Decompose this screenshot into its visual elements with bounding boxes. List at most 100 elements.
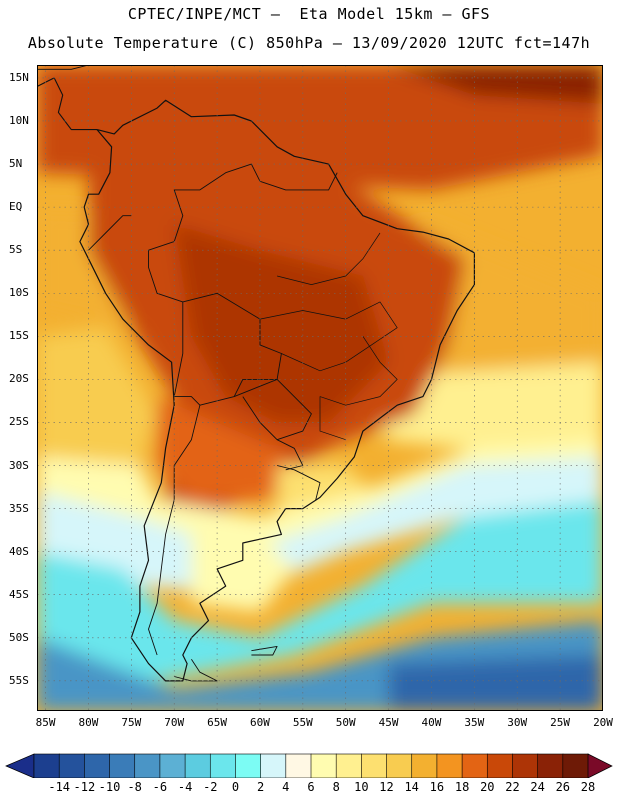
colorbar-over-arrow [587, 753, 613, 778]
uruguay-border [276, 465, 321, 501]
colorbar-label: 28 [580, 780, 596, 794]
lon-label: 85W [35, 716, 56, 729]
colorbar-under-arrow [5, 753, 35, 778]
brazil-north-border [148, 163, 338, 251]
colorbar-swatch [260, 753, 287, 778]
colorbar-label: -8 [127, 780, 142, 794]
falkland-islands [251, 645, 278, 656]
colorbar-label: 2 [256, 780, 265, 794]
brazil-state-borders-north [277, 232, 381, 285]
colorbar-label: 24 [530, 780, 545, 794]
colorbar-swatch [562, 753, 589, 778]
lat-label: 5N [9, 157, 23, 171]
lat-label: 55S [9, 673, 29, 687]
title-line-2: Absolute Temperature (C) 850hPa – 13/09/… [27, 34, 591, 52]
temperature-map [37, 65, 603, 711]
lon-label: 70W [164, 716, 185, 729]
south-america-coastline [79, 99, 475, 682]
lon-label: 40W [421, 716, 442, 729]
colorbar-swatch [411, 753, 438, 778]
lat-label: 5S [9, 243, 23, 257]
colorbar-label: 0 [231, 780, 240, 794]
lat-label: 20S [9, 372, 29, 386]
colorbar-label: 8 [332, 780, 340, 794]
lon-label: 75W [121, 716, 142, 729]
colorbar-label: -12 [73, 780, 96, 794]
zone-core-hottest [242, 293, 363, 397]
lat-label: 10N [9, 113, 29, 127]
zone-darkest [388, 655, 603, 711]
colorbar-swatch [461, 753, 488, 778]
lat-label: 40S [9, 544, 29, 558]
lon-label: 50W [335, 716, 356, 729]
central-america-coast [37, 77, 97, 131]
colorbar-label: -4 [177, 780, 193, 794]
colorbar-label: -2 [203, 780, 218, 794]
colorbar-label: 12 [379, 780, 394, 794]
colorbar-label: 10 [354, 780, 369, 794]
colorbar-label: 18 [454, 780, 470, 794]
colorbar-label: 20 [480, 780, 495, 794]
lon-label: 60W [250, 716, 270, 729]
zone-pacific-mid [37, 327, 158, 466]
zone-southern-blue [37, 500, 603, 681]
lat-label: 15S [9, 329, 29, 343]
lat-label: 25S [9, 415, 29, 429]
lon-label: 20W [593, 716, 613, 729]
lat-label: 50S [9, 630, 29, 644]
title-line-1: CPTEC/INPE/MCT – Eta Model 15km – GFS [127, 5, 491, 23]
colorbar-swatch [184, 753, 211, 778]
brazil-state-borders [259, 301, 398, 372]
colorbar-swatch [33, 753, 60, 778]
colorbar-swatch [58, 753, 85, 778]
colorbar-label: -10 [98, 780, 121, 794]
lat-label: 15N [9, 70, 29, 84]
lat-label: 30S [9, 458, 29, 472]
lat-label: EQ [9, 200, 23, 214]
colorbar-label: 6 [307, 780, 315, 794]
tierra-del-fuego [174, 659, 218, 682]
zone-caribbean-hot [388, 65, 603, 104]
colorbar-swatch [159, 753, 186, 778]
lon-label: 55W [292, 716, 313, 729]
peru-brazil-border [148, 250, 183, 303]
colorbar-label: 22 [505, 780, 520, 794]
brazil-state-borders-south [319, 336, 398, 441]
colorbar-label: 26 [555, 780, 571, 794]
colorbar-swatch [436, 753, 463, 778]
colorbar-swatch [285, 753, 312, 778]
lat-label: 45S [9, 587, 29, 601]
lon-label: 35W [464, 716, 485, 729]
colorbar-swatch [361, 753, 388, 778]
caribbean-coast [37, 65, 91, 70]
map-frame [37, 65, 603, 711]
color-bar [5, 753, 613, 778]
colorbar-label: -14 [48, 780, 71, 794]
colorbar-label: 4 [282, 780, 290, 794]
colorbar-swatch [512, 753, 539, 778]
argentina-brazil-border [276, 439, 304, 471]
colorbar-swatch [310, 753, 337, 778]
lon-label: 25W [550, 716, 571, 729]
colorbar-label: 14 [404, 780, 419, 794]
colorbar-swatch [486, 753, 514, 778]
chile-argentina-border [148, 405, 201, 656]
colorbar-swatch [209, 753, 237, 778]
colorbar-label: -6 [152, 780, 168, 794]
lon-label: 45W [378, 716, 399, 729]
colorbar-swatch [84, 753, 111, 778]
ecuador-peru-border [88, 215, 132, 251]
colorbar-swatch [109, 753, 136, 778]
lat-label: 10S [9, 286, 29, 300]
colorbar-label: 16 [429, 780, 445, 794]
lon-label: 65W [207, 716, 228, 729]
lon-label: 30W [507, 716, 528, 729]
colorbar-swatch [386, 753, 413, 778]
lon-label: 80W [78, 716, 99, 729]
colorbar-swatch [235, 753, 262, 778]
lat-label: 35S [9, 501, 29, 515]
map-area [37, 65, 603, 711]
zone-cool-cyan [37, 456, 603, 595]
colorbar-swatch [134, 753, 161, 778]
colorbar-swatch [335, 753, 362, 778]
